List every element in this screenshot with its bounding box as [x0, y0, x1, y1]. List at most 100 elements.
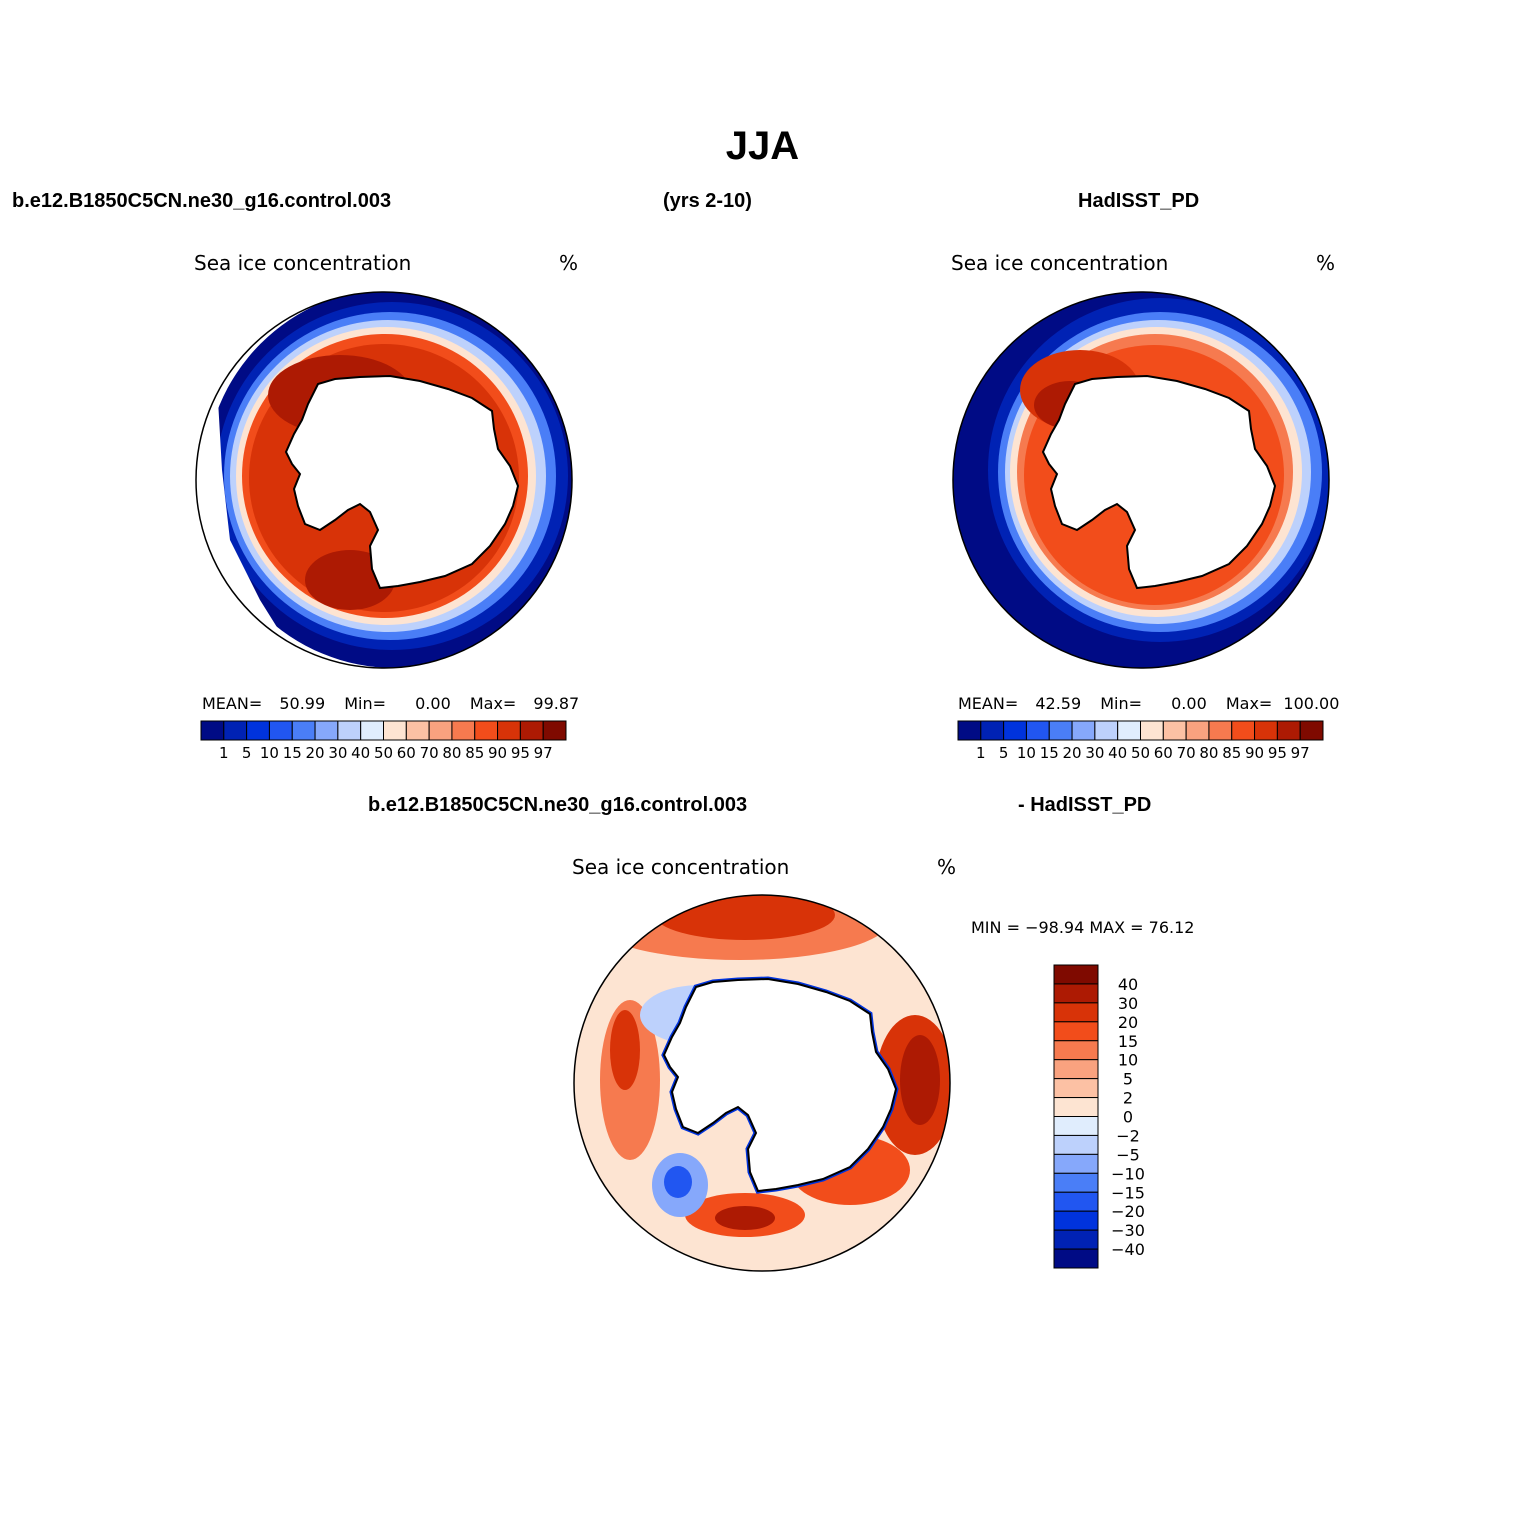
- model-colorbar: 1 5 10 15 20 30 40 50 60 70 80 85 90 95 97: [200, 720, 567, 762]
- obs-colorbar-tick-label: 30: [1085, 744, 1104, 762]
- diff-colorbar-tick-label: 0: [1123, 1108, 1133, 1127]
- obs-colorbar-swatch: [1140, 720, 1164, 741]
- model-colorbar-tick-label: 5: [242, 744, 252, 762]
- obs-colorbar-swatch: [1254, 720, 1278, 741]
- model-colorbar-tick-label: 97: [534, 744, 553, 762]
- obs-colorbar-swatch: [1071, 720, 1096, 741]
- obs-colorbar-tick-label: 97: [1291, 744, 1310, 762]
- model-colorbar-swatch: [405, 720, 430, 741]
- diff-colorbar-swatch: [1053, 1153, 1099, 1174]
- obs-colorbar-tick-label: 50: [1131, 744, 1150, 762]
- model-colorbar-tick-label: 95: [511, 744, 530, 762]
- model-max-value: 99.87: [533, 694, 580, 713]
- obs-colorbar-tick-label: 20: [1063, 744, 1082, 762]
- model-colorbar-tick-label: 30: [328, 744, 347, 762]
- obs-colorbar-swatch: [1299, 720, 1324, 741]
- diff-colorbar-swatch: [1053, 1059, 1099, 1080]
- obs-colorbar-tick-label: 80: [1199, 744, 1218, 762]
- model-colorbar-swatch: [451, 720, 476, 741]
- header-years: (yrs 2-10): [663, 190, 752, 212]
- obs-colorbar-swatch: [1025, 720, 1050, 741]
- obs-polar-map: [952, 291, 1330, 669]
- diff-colorbar-swatch: [1053, 1191, 1099, 1212]
- obs-colorbar-swatch: [1094, 720, 1119, 741]
- diff-minmax: MIN = −98.94 MAX = 76.12: [971, 918, 1195, 937]
- obs-colorbar-swatch: [1231, 720, 1256, 741]
- obs-colorbar-tick-label: 95: [1268, 744, 1287, 762]
- model-colorbar-swatch: [474, 720, 499, 741]
- model-colorbar-swatch: [519, 720, 544, 741]
- diff-colorbar-swatch: [1053, 1134, 1099, 1155]
- diff-colorbar-swatch: [1053, 1078, 1099, 1099]
- diff-colorbar-tick-label: −20: [1111, 1202, 1145, 1221]
- obs-colorbar-swatch: [1048, 720, 1073, 741]
- diff-colorbar-swatch: [1053, 1210, 1099, 1231]
- model-colorbar-swatch: [291, 720, 316, 741]
- diff-colorbar-swatch: [1053, 983, 1099, 1004]
- model-colorbar-swatch: [246, 720, 270, 741]
- diff-colorbar-tick-label: 15: [1118, 1032, 1138, 1051]
- obs-panel-units: %: [1316, 251, 1336, 275]
- model-colorbar-swatch: [497, 720, 521, 741]
- model-colorbar-tick-label: 40: [351, 744, 370, 762]
- figure-title: JJA: [725, 124, 800, 168]
- diff-colorbar-tick-label: −40: [1111, 1240, 1145, 1259]
- diff-colorbar-tick-label: −5: [1116, 1145, 1140, 1164]
- model-colorbar-swatch: [200, 720, 225, 741]
- obs-min-label: Min=: [1100, 694, 1143, 713]
- model-colorbar-tick-label: 10: [260, 744, 279, 762]
- model-colorbar-swatch: [223, 720, 248, 741]
- obs-colorbar-tick-label: 5: [999, 744, 1009, 762]
- model-colorbar-tick-label: 20: [306, 744, 325, 762]
- obs-max-label: Max=: [1225, 694, 1273, 713]
- model-colorbar-tick-label: 60: [397, 744, 416, 762]
- model-stats: MEAN= 50.99 Min= 0.00 Max= 99.87: [202, 694, 579, 713]
- diff-colorbar-tick-label: 5: [1123, 1070, 1133, 1089]
- obs-colorbar-tick-label: 40: [1108, 744, 1127, 762]
- model-colorbar-tick-label: 80: [442, 744, 461, 762]
- model-colorbar-tick-label: 50: [374, 744, 393, 762]
- diff-colorbar-swatch: [1053, 1248, 1099, 1269]
- diff-colorbar-tick-label: 30: [1118, 994, 1138, 1013]
- obs-colorbar-swatch: [1162, 720, 1187, 741]
- diff-colorbar-swatch: [1053, 1172, 1099, 1193]
- model-colorbar-tick-label: 15: [283, 744, 302, 762]
- diff-colorbar-tick-label: 40: [1118, 975, 1138, 994]
- model-colorbar-swatch: [268, 720, 293, 741]
- diff-panel-variable: Sea ice concentration: [572, 855, 790, 879]
- diff-colorbar-swatch: [1053, 1097, 1099, 1117]
- model-colorbar-tick-label: 70: [420, 744, 439, 762]
- model-panel-variable: Sea ice concentration: [194, 251, 412, 275]
- model-colorbar-swatch: [337, 720, 362, 741]
- diff-colorbar-swatch: [1053, 1002, 1099, 1023]
- model-panel-units: %: [559, 251, 579, 275]
- model-colorbar-tick-label: 90: [488, 744, 507, 762]
- diff-colorbar-swatch: [1053, 1116, 1099, 1136]
- diff-colorbar-swatch: [1053, 1040, 1099, 1061]
- header-model-case: b.e12.B1850C5CN.ne30_g16.control.003: [12, 190, 392, 212]
- header-obs-case: HadISST_PD: [1078, 190, 1200, 212]
- model-colorbar-swatch: [314, 720, 339, 741]
- diff-colorbar-tick-label: 10: [1118, 1051, 1138, 1070]
- obs-colorbar-tick-label: 10: [1017, 744, 1036, 762]
- obs-mean-value: 42.59: [1035, 694, 1082, 713]
- diff-header-model: b.e12.B1850C5CN.ne30_g16.control.003: [368, 794, 748, 816]
- diff-colorbar-swatch: [1053, 964, 1099, 985]
- obs-colorbar-swatch: [980, 720, 1005, 741]
- model-colorbar-swatch: [360, 720, 384, 741]
- diff-colorbar-tick-label: −2: [1116, 1126, 1140, 1145]
- diff-colorbar-tick-label: 2: [1123, 1089, 1133, 1108]
- obs-colorbar-swatch: [957, 720, 982, 741]
- diff-colorbar-tick-label: −10: [1111, 1164, 1145, 1183]
- obs-panel-variable: Sea ice concentration: [951, 251, 1169, 275]
- obs-colorbar-swatch: [1003, 720, 1027, 741]
- model-colorbar-tick-label: 1: [219, 744, 229, 762]
- obs-colorbar-tick-label: 85: [1222, 744, 1241, 762]
- diff-polar-map: [573, 894, 951, 1272]
- model-mean-label: MEAN=: [202, 694, 263, 713]
- model-polar-map: [195, 291, 573, 669]
- diff-colorbar-tick-label: −30: [1111, 1221, 1145, 1240]
- obs-max-value: 100.00: [1283, 694, 1340, 713]
